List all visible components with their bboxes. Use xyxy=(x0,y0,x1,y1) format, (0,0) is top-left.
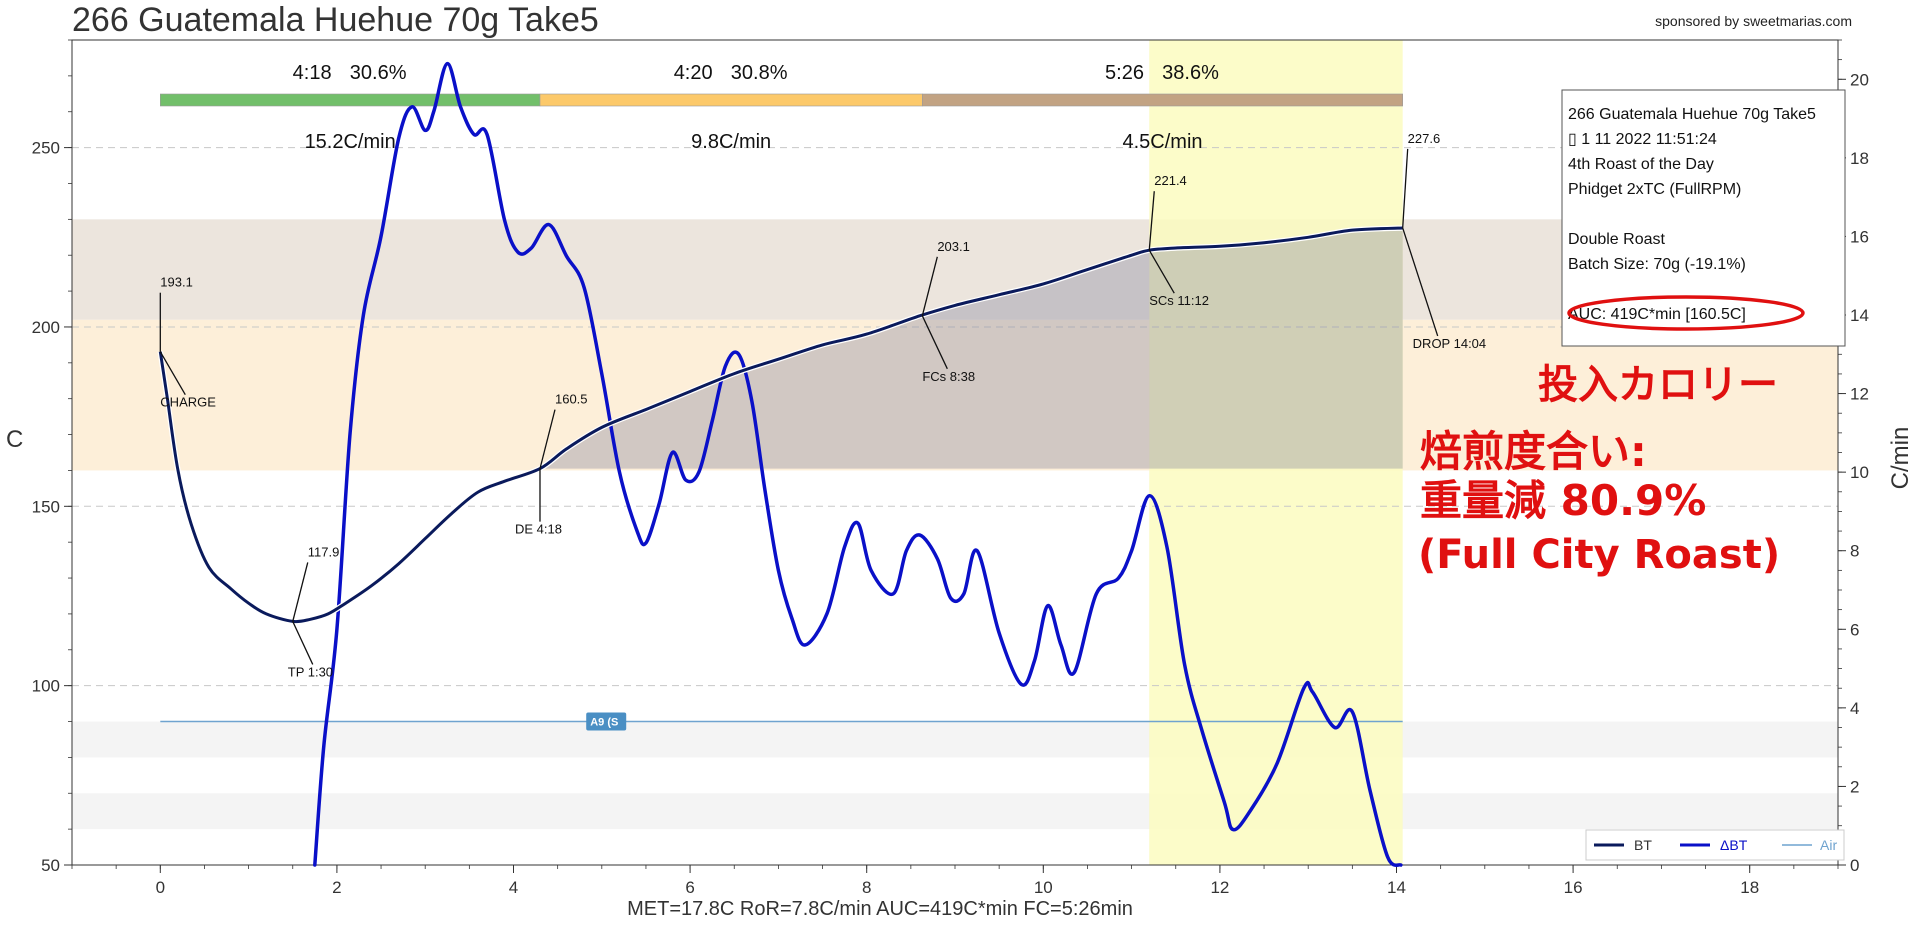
development-window xyxy=(1149,40,1403,865)
temp-band-lower xyxy=(72,319,1838,471)
x-tick-label: 0 xyxy=(156,878,165,897)
info-line-batch-size: Batch Size: 70g (-19.1%) xyxy=(1568,256,1746,273)
phase-maillard-ror: 9.8C/min xyxy=(691,131,771,153)
y-tick-label: 50 xyxy=(41,856,60,875)
y2-tick-label: 18 xyxy=(1850,149,1869,168)
y-tick-label: 200 xyxy=(32,318,60,337)
auc-area xyxy=(539,228,1403,469)
y2-tick-label: 2 xyxy=(1850,777,1859,796)
event-leader-drop-up xyxy=(1402,148,1409,228)
y2-tick-label: 0 xyxy=(1850,856,1859,875)
info-line-title: 266 Guatemala Huehue 70g Take5 xyxy=(1568,106,1816,123)
event-label-drop: DROP 14:04 xyxy=(1413,336,1486,351)
x-tick-label: 18 xyxy=(1740,878,1759,897)
y2-tick-label: 10 xyxy=(1850,463,1869,482)
legend-dbt-label: ΔBT xyxy=(1720,837,1748,853)
x-tick-label: 10 xyxy=(1034,878,1053,897)
x-tick-label: 4 xyxy=(509,878,518,897)
info-line-roast-of-day: 4th Roast of the Day xyxy=(1568,156,1714,173)
x-tick-label: 16 xyxy=(1564,878,1583,897)
event-leader-tp-up xyxy=(292,562,309,622)
phase-dry-time: 4:18 xyxy=(293,62,332,84)
y-tick-label: 250 xyxy=(32,139,60,158)
x-tick-label: 2 xyxy=(332,878,341,897)
phase-dry-percent: 30.6% xyxy=(350,62,407,84)
event-value-drop: 227.6 xyxy=(1408,131,1441,146)
chart-title: 266 Guatemala Huehue 70g Take5 xyxy=(72,1,599,39)
event-value-de: 160.5 xyxy=(555,392,588,407)
event-value-scs: 221.4 xyxy=(1154,173,1187,188)
event-value-fcs: 203.1 xyxy=(937,239,970,254)
air-marker: A9 (S xyxy=(586,712,627,731)
y-tick-label: 150 xyxy=(32,497,60,516)
y2-tick-label: 16 xyxy=(1850,227,1869,246)
red-annotations: 投入カロリー 焙煎度合い: 重量減 80.9% (Full City Roast… xyxy=(1418,362,1780,578)
legend-bt-label: BT xyxy=(1634,837,1652,853)
y-tick-label: 100 xyxy=(32,677,60,696)
auc-highlight-ellipse xyxy=(1567,295,1805,331)
event-leader-scs-up xyxy=(1148,191,1155,251)
x-tick-label: 12 xyxy=(1210,878,1229,897)
legend: BT ΔBT Air xyxy=(1585,829,1845,861)
event-leader-fcs-up xyxy=(921,256,938,316)
annotation-calorie: 投入カロリー xyxy=(1538,362,1778,408)
phase-maillard-percent: 30.8% xyxy=(731,62,788,84)
info-line-device: Phidget 2xTC (FullRPM) xyxy=(1568,181,1741,198)
annotation-weight-loss: 重量減 80.9% xyxy=(1420,476,1706,525)
y2-tick-label: 12 xyxy=(1850,385,1869,404)
event-value-tp: 117.9 xyxy=(308,544,340,559)
x-tick-label: 6 xyxy=(685,878,694,897)
y2-tick-label: 6 xyxy=(1850,620,1859,639)
legend-air-label: Air xyxy=(1820,837,1837,853)
dbt-series-line xyxy=(313,61,1403,867)
event-label-de: DE 4:18 xyxy=(515,522,562,537)
event-leader-de-up xyxy=(539,409,556,469)
event-leader-fcs-down xyxy=(921,315,948,370)
event-label-charge: CHARGE xyxy=(160,395,216,410)
event-leader-tp-down xyxy=(292,621,314,665)
event-label-tp: TP 1:30 xyxy=(288,664,333,679)
event-leader-drop-down xyxy=(1402,227,1439,337)
event-label-scs: SCs 11:12 xyxy=(1149,293,1209,308)
x-tick-label: 8 xyxy=(862,878,871,897)
info-line-auc: AUC: 419C*min [160.5C] xyxy=(1568,306,1746,323)
y2-tick-label: 4 xyxy=(1850,699,1859,718)
phase-bar-development xyxy=(922,93,1403,107)
event-leader-scs-down xyxy=(1148,249,1175,294)
phase-bar: 4:18 30.6% 15.2C/min 4:20 30.8% 9.8C/min… xyxy=(160,62,1403,153)
annotation-roast-degree: 焙煎度合い: xyxy=(1420,427,1647,476)
info-line-roast-type: Double Roast xyxy=(1568,231,1666,248)
event-label-fcs: FCs 8:38 xyxy=(922,369,975,384)
phase-development-percent: 38.6% xyxy=(1162,62,1219,84)
info-line-date: ▯ 1 11 2022 11:51:24 xyxy=(1568,131,1717,148)
footer-stats: MET=17.8C RoR=7.8C/min AUC=419C*min FC=5… xyxy=(627,898,1133,920)
sponsor-text: sponsored by sweetmarias.com xyxy=(1655,13,1852,29)
y2-tick-label: 14 xyxy=(1850,306,1869,325)
event-annotations: 193.1 CHARGE 117.9 TP 1:30 160.5 DE 4:18… xyxy=(159,131,1486,679)
info-box: 266 Guatemala Huehue 70g Take5 ▯ 1 11 20… xyxy=(1561,89,1846,347)
annotation-roast-name: (Full City Roast) xyxy=(1418,532,1780,578)
background-bands xyxy=(72,40,1838,865)
phase-maillard-time: 4:20 xyxy=(674,62,713,84)
y-axis-left: 50 100 150 200 250 xyxy=(32,39,72,875)
event-leader-charge-down xyxy=(159,351,186,396)
phase-development-time: 5:26 xyxy=(1105,62,1144,84)
event-value-charge: 193.1 xyxy=(160,275,193,290)
bt-series-line xyxy=(158,226,1403,624)
y-axis-label-right: C/min xyxy=(1887,427,1914,490)
phase-bar-dry xyxy=(160,93,541,107)
y2-tick-label: 8 xyxy=(1850,542,1859,561)
phase-dry-ror: 15.2C/min xyxy=(305,131,396,153)
y-axis-label-left: C xyxy=(6,426,23,453)
air-band-2 xyxy=(72,793,1838,830)
phase-bar-maillard xyxy=(539,93,923,107)
air-marker-label: A9 (S xyxy=(590,717,618,729)
y2-tick-label: 20 xyxy=(1850,70,1869,89)
air-band-1 xyxy=(72,721,1838,758)
x-axis: 0 2 4 6 8 10 12 14 16 18 xyxy=(71,865,1839,897)
phase-development-ror: 4.5C/min xyxy=(1122,131,1202,153)
x-tick-label: 14 xyxy=(1387,878,1406,897)
